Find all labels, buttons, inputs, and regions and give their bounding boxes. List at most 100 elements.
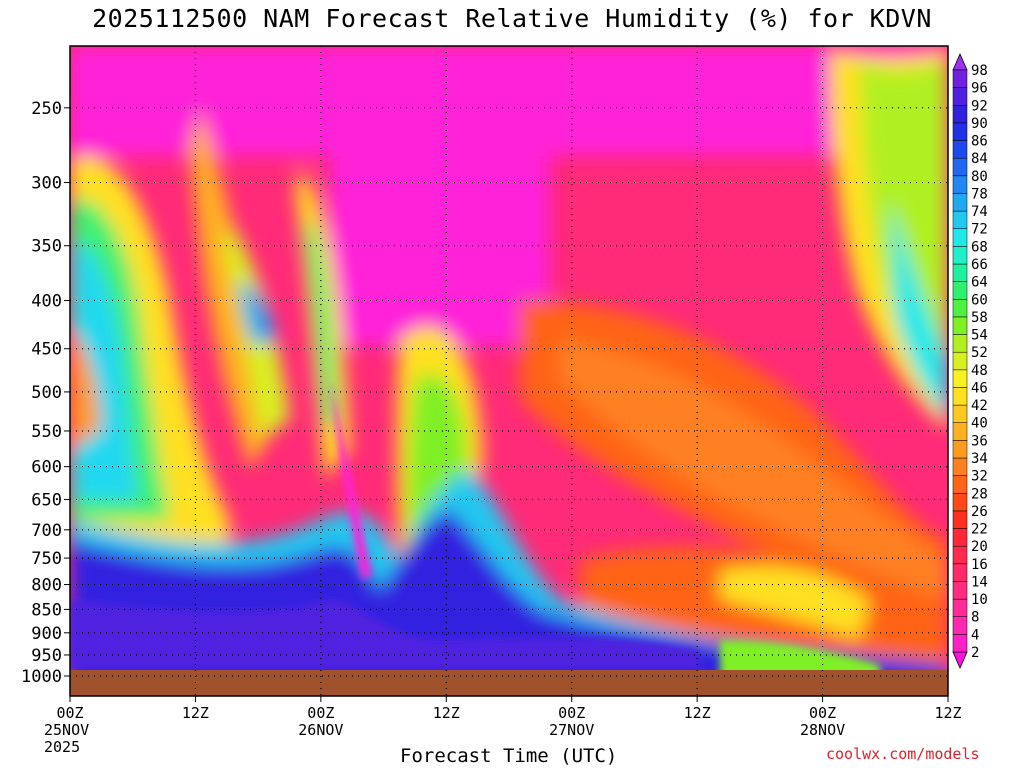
x-tick-label: 27NOV [549,721,594,739]
colorbar-segment [952,175,968,194]
colorbar-segment [952,281,968,300]
colorbar-label: 84 [971,151,988,167]
x-tick-label: 12Z [684,704,711,722]
colorbar-segment [952,545,968,565]
colorbar-label: 8 [971,610,979,626]
colorbar-label: 58 [971,310,988,326]
colorbar-label: 28 [971,486,988,502]
colorbar-segment [952,387,968,406]
colorbar-label: 96 [971,81,988,97]
humidity-field [70,46,948,696]
colorbar-label: 92 [971,98,988,114]
colorbar-segment [952,246,968,265]
x-tick-label: 12Z [182,704,209,722]
colorbar-label: 22 [971,522,988,538]
colorbar-label: 86 [971,134,988,150]
colorbar-label: 54 [971,328,988,344]
y-axis: 250 300 350 400 450 500 550 600 650 700 750 800 850 9… [21,99,70,687]
y-tick-label: 400 [31,291,62,311]
plot-frame [69,45,949,697]
colorbar-label: 10 [971,592,988,608]
colorbar-label: 72 [971,222,988,238]
colorbar-segment [952,87,968,106]
x-tick-label: 00Z [558,704,585,722]
y-tick-label: 300 [31,174,62,194]
colorbar-segment [952,563,968,582]
colorbar-label: 74 [971,204,988,220]
colorbar-label: 46 [971,380,988,396]
y-tick-label: 850 [31,600,62,620]
y-tick-label: 950 [31,646,62,666]
colorbar-segment [952,316,968,335]
colorbar-label: 68 [971,239,988,255]
colorbar-label: 40 [971,416,988,432]
chart-title: 2025112500 NAM Forecast Relative Humidit… [92,4,932,33]
y-tick-label: 650 [31,490,62,510]
colorbar-label: 34 [971,451,988,467]
colorbar-segment [952,457,968,476]
colorbar-segment [952,334,968,353]
colorbar-segment [952,228,968,247]
colorbar-label: 32 [971,469,988,485]
colorbar-max-arrow [952,53,968,71]
colorbar-label: 26 [971,504,988,520]
colorbar-segment [952,510,968,529]
colorbar-segment [952,210,968,229]
colorbar-segment [952,581,968,600]
credit-link[interactable]: coolwx.com/models [826,745,980,763]
colorbar-label: 64 [971,275,988,291]
colorbar-segment [952,122,968,141]
colorbar-segment [952,616,968,635]
colorbar-segment [952,369,968,388]
colorbar-label: 20 [971,539,988,555]
colorbar-segment [952,440,968,459]
colorbar-segment [952,351,968,371]
colorbar-segment [952,157,968,177]
colorbar-segment [952,422,968,441]
y-tick-label: 800 [31,576,62,596]
colorbar-segment [952,404,968,423]
x-tick-label: 28NOV [800,721,845,739]
y-tick-label: 750 [31,549,62,569]
colorbar-segment [952,193,968,212]
colorbar-min-arrow [952,651,968,669]
colorbar-label: 78 [971,186,988,202]
y-tick-label: 700 [31,521,62,541]
x-tick-label: 2025 [44,738,80,756]
colorbar-label: 98 [971,63,988,79]
colorbar-label: 48 [971,363,988,379]
x-tick-label: 00Z [56,704,83,722]
y-tick-label: 350 [31,237,62,257]
colorbar-label: 66 [971,257,988,273]
colorbar-segment [952,493,968,512]
y-tick-label: 550 [31,422,62,442]
colorbar-segment [952,634,968,653]
y-tick-label: 1000 [21,667,62,687]
colorbar-label: 16 [971,557,988,573]
colorbar-label: 2 [971,645,979,661]
colorbar-segment [952,105,968,124]
colorbar-label: 52 [971,345,988,361]
x-axis-title: Forecast Time (UTC) [400,745,618,767]
terrain [70,670,948,696]
grid [70,46,948,696]
colorbar-label: 4 [971,627,979,643]
colorbar: 2481014162022262832343640424648525458606… [952,53,988,669]
colorbar-label: 90 [971,116,988,132]
x-tick-label: 00Z [307,704,334,722]
colorbar-segment [952,475,968,494]
colorbar-label: 14 [971,574,988,590]
colorbar-segment [952,69,968,88]
colorbar-segment [952,598,968,617]
colorbar-segment [952,263,968,282]
x-tick-label: 25NOV [44,721,89,739]
colorbar-label: 60 [971,292,988,308]
x-tick-label: 12Z [433,704,460,722]
colorbar-segment [952,528,968,547]
colorbar-label: 36 [971,433,988,449]
x-tick-label: 26NOV [298,721,343,739]
x-tick-label: 12Z [934,704,961,722]
colorbar-segment [952,299,968,318]
